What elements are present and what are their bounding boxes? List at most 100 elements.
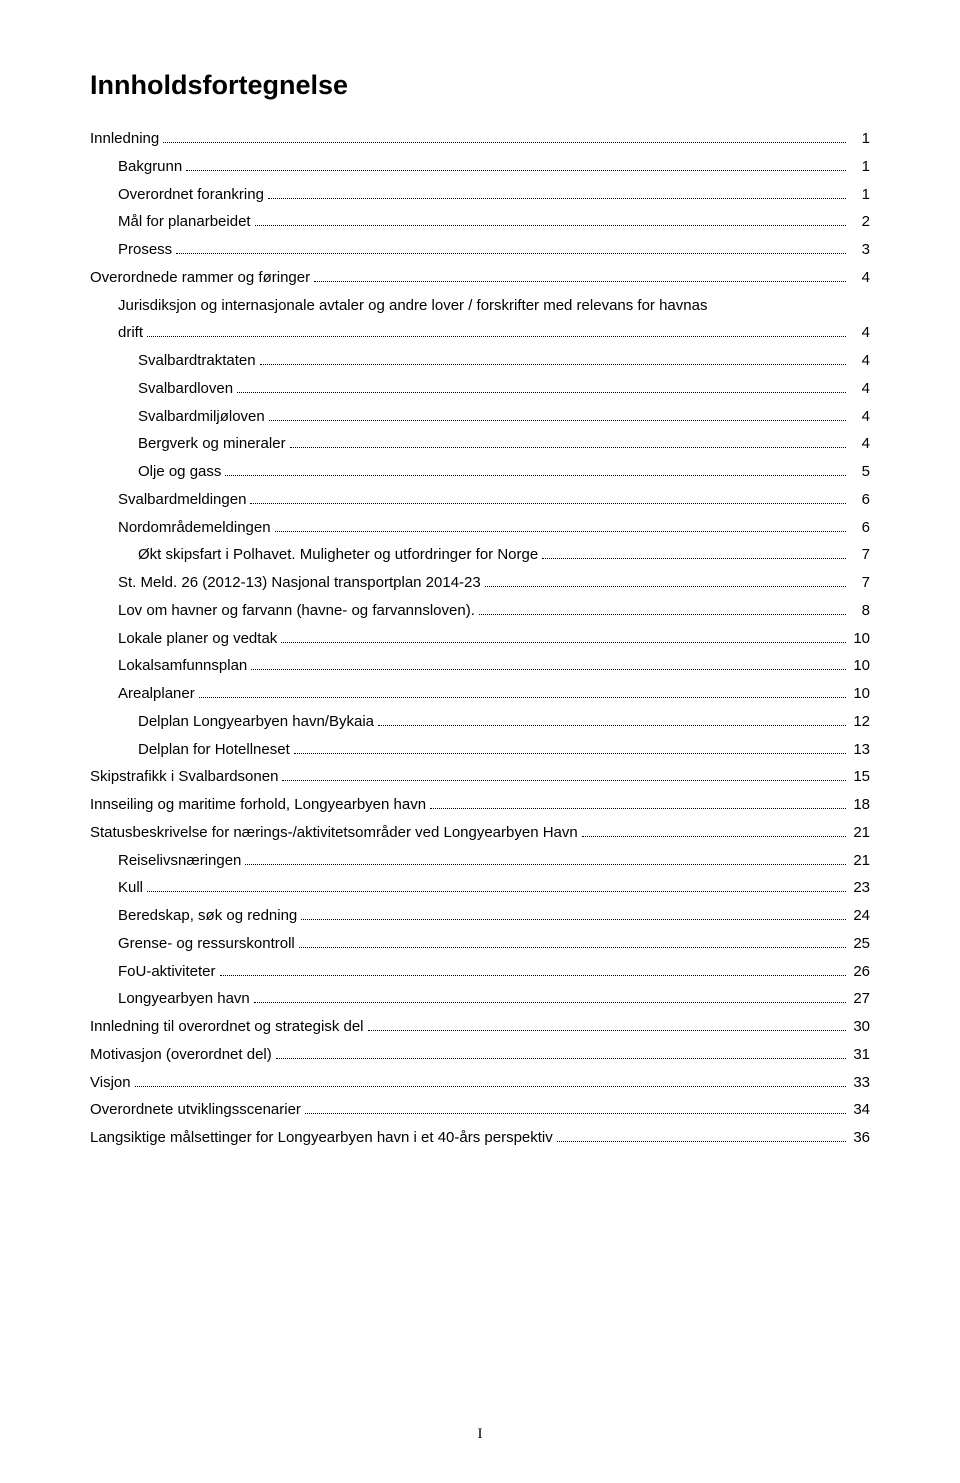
toc-entry-page: 10 xyxy=(850,652,870,680)
toc-entry-label: Overordnet forankring xyxy=(118,181,264,209)
toc-leader-dots xyxy=(368,1030,846,1031)
toc-entry-label: Innledning til overordnet og strategisk … xyxy=(90,1013,364,1041)
toc-entry-label: Økt skipsfart i Polhavet. Muligheter og … xyxy=(138,541,538,569)
toc-leader-dots xyxy=(245,864,846,865)
toc-entry-label: Svalbardtraktaten xyxy=(138,347,256,375)
toc-entry-label: Innledning xyxy=(90,125,159,153)
toc-entry: Lokalsamfunnsplan 10 xyxy=(90,652,870,680)
toc-leader-dots xyxy=(176,253,846,254)
toc-leader-dots xyxy=(299,947,846,948)
toc-entry-label: Statusbeskrivelse for nærings-/aktivitet… xyxy=(90,819,578,847)
toc-leader-dots xyxy=(163,142,846,143)
toc-entry-page: 31 xyxy=(850,1041,870,1069)
toc-entry-page: 8 xyxy=(850,597,870,625)
toc-entry: Overordnet forankring 1 xyxy=(90,181,870,209)
toc-entry-page: 3 xyxy=(850,236,870,264)
toc-list: Innledning1Bakgrunn1Overordnet forankrin… xyxy=(90,125,870,1152)
toc-entry-page: 4 xyxy=(850,319,870,347)
toc-entry-label: Visjon xyxy=(90,1069,131,1097)
toc-entry-label: Svalbardloven xyxy=(138,375,233,403)
toc-entry-page: 2 xyxy=(850,208,870,236)
toc-entry: Overordnete utviklingsscenarier 34 xyxy=(90,1096,870,1124)
toc-entry: Visjon 33 xyxy=(90,1069,870,1097)
toc-entry-label: Delplan Longyearbyen havn/Bykaia xyxy=(138,708,374,736)
toc-entry-page: 7 xyxy=(850,569,870,597)
toc-entry: Lokale planer og vedtak10 xyxy=(90,625,870,653)
toc-entry-label: Overordnete utviklingsscenarier xyxy=(90,1096,301,1124)
toc-entry: Bakgrunn1 xyxy=(90,153,870,181)
toc-leader-dots xyxy=(582,836,846,837)
toc-entry-page: 33 xyxy=(850,1069,870,1097)
document-page: Innholdsfortegnelse Innledning1Bakgrunn1… xyxy=(0,0,960,1483)
toc-entry-label: Jurisdiksjon og internasjonale avtaler o… xyxy=(118,292,707,320)
toc-entry-label: Nordområdemeldingen xyxy=(118,514,271,542)
toc-entry: Nordområdemeldingen 6 xyxy=(90,514,870,542)
toc-entry-page: 23 xyxy=(850,874,870,902)
toc-entry-page: 10 xyxy=(850,680,870,708)
toc-leader-dots xyxy=(269,420,846,421)
toc-entry-label: Mål for planarbeidet xyxy=(118,208,251,236)
toc-entry-page: 1 xyxy=(850,181,870,209)
toc-entry-label: Kull xyxy=(118,874,143,902)
toc-leader-dots xyxy=(186,170,846,171)
toc-entry-label: drift xyxy=(118,319,143,347)
toc-leader-dots xyxy=(290,447,846,448)
toc-entry-page: 34 xyxy=(850,1096,870,1124)
toc-entry-label: Lokalsamfunnsplan xyxy=(118,652,247,680)
toc-entry-label: Lokale planer og vedtak xyxy=(118,625,277,653)
toc-entry-page: 4 xyxy=(850,430,870,458)
toc-entry-label: Lov om havner og farvann (havne- og farv… xyxy=(118,597,475,625)
toc-entry-label: Delplan for Hotellneset xyxy=(138,736,290,764)
toc-entry: Prosess3 xyxy=(90,236,870,264)
toc-leader-dots xyxy=(281,642,846,643)
toc-entry: Longyearbyen havn 27 xyxy=(90,985,870,1013)
toc-entry-page: 4 xyxy=(850,264,870,292)
toc-entry-label: Bergverk og mineraler xyxy=(138,430,286,458)
toc-entry: Delplan Longyearbyen havn/Bykaia 12 xyxy=(90,708,870,736)
toc-entry-label: Beredskap, søk og redning xyxy=(118,902,297,930)
toc-entry: Svalbardtraktaten 4 xyxy=(90,347,870,375)
toc-entry-label: Bakgrunn xyxy=(118,153,182,181)
toc-entry: FoU-aktiviteter26 xyxy=(90,958,870,986)
toc-leader-dots xyxy=(250,503,846,504)
toc-entry-label: Grense- og ressurskontroll xyxy=(118,930,295,958)
toc-entry: Motivasjon (overordnet del)31 xyxy=(90,1041,870,1069)
toc-entry: Kull 23 xyxy=(90,874,870,902)
toc-entry: Beredskap, søk og redning24 xyxy=(90,902,870,930)
toc-entry-label: Longyearbyen havn xyxy=(118,985,250,1013)
toc-entry-label: Overordnede rammer og føringer xyxy=(90,264,310,292)
toc-entry-page: 12 xyxy=(850,708,870,736)
toc-entry: Bergverk og mineraler 4 xyxy=(90,430,870,458)
toc-entry-label: Svalbardmiljøloven xyxy=(138,403,265,431)
toc-entry-page: 26 xyxy=(850,958,870,986)
toc-entry: Statusbeskrivelse for nærings-/aktivitet… xyxy=(90,819,870,847)
toc-entry-page: 25 xyxy=(850,930,870,958)
toc-leader-dots xyxy=(305,1113,846,1114)
toc-leader-dots xyxy=(282,780,846,781)
toc-entry: Reiselivsnæringen21 xyxy=(90,847,870,875)
toc-entry-label: Arealplaner xyxy=(118,680,195,708)
toc-entry: Svalbardloven 4 xyxy=(90,375,870,403)
toc-entry-label: Olje og gass xyxy=(138,458,221,486)
toc-entry-page: 4 xyxy=(850,347,870,375)
toc-leader-dots xyxy=(251,669,846,670)
toc-leader-dots xyxy=(542,558,846,559)
toc-entry-page: 21 xyxy=(850,847,870,875)
toc-entry-page: 30 xyxy=(850,1013,870,1041)
toc-title: Innholdsfortegnelse xyxy=(90,70,870,101)
toc-entry: Innledning til overordnet og strategisk … xyxy=(90,1013,870,1041)
toc-entry-page: 27 xyxy=(850,985,870,1013)
toc-entry-page: 6 xyxy=(850,514,870,542)
toc-entry: St. Meld. 26 (2012-13) Nasjonal transpor… xyxy=(90,569,870,597)
toc-entry-page: 13 xyxy=(850,736,870,764)
toc-entry: Langsiktige målsettinger for Longyearbye… xyxy=(90,1124,870,1152)
toc-entry: Innledning1 xyxy=(90,125,870,153)
toc-entry-page: 21 xyxy=(850,819,870,847)
toc-leader-dots xyxy=(430,808,846,809)
toc-entry-page: 5 xyxy=(850,458,870,486)
toc-leader-dots xyxy=(237,392,846,393)
toc-leader-dots xyxy=(268,198,846,199)
toc-entry: Svalbardmiljøloven4 xyxy=(90,403,870,431)
toc-entry-page: 4 xyxy=(850,375,870,403)
toc-leader-dots xyxy=(378,725,846,726)
